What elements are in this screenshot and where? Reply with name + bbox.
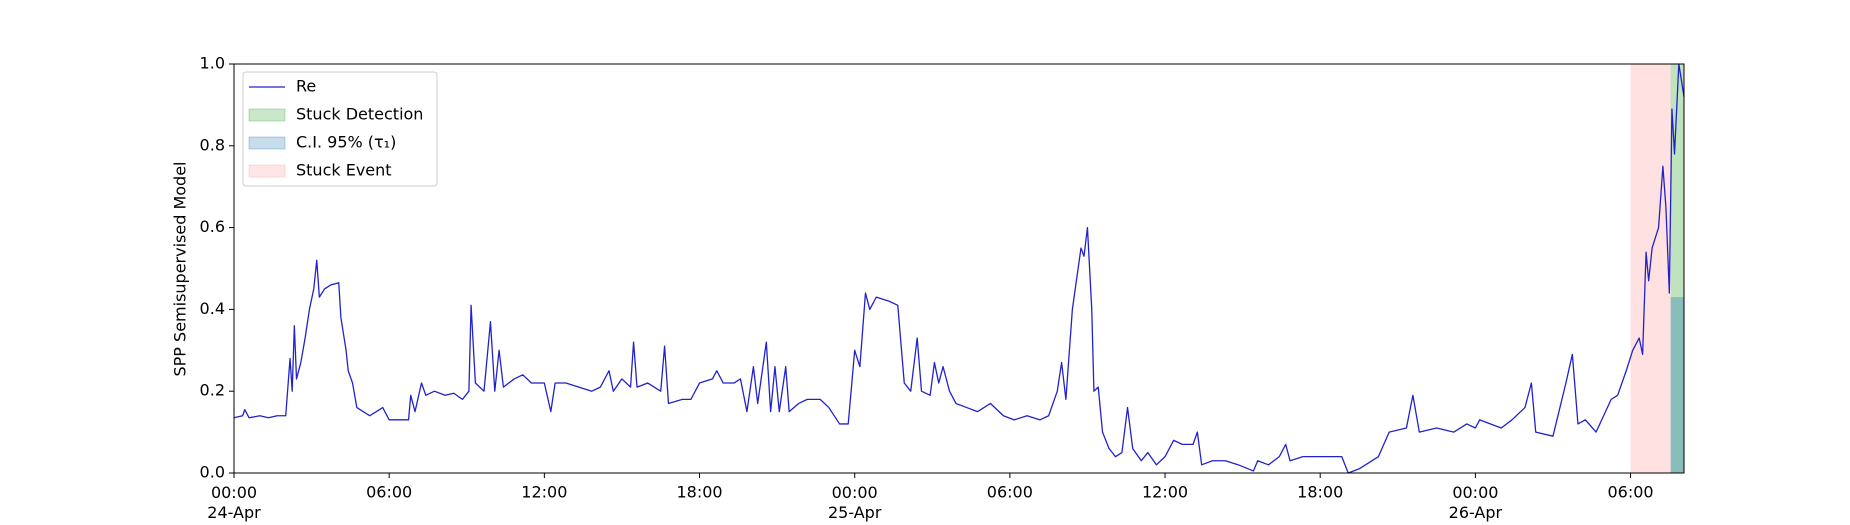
y-tick-label: 0.0	[200, 463, 225, 482]
y-tick-label: 0.6	[200, 217, 225, 236]
x-tick-label: 06:00	[987, 483, 1033, 502]
tick-label-line: 24-Apr	[207, 503, 261, 522]
legend-label: Re	[296, 77, 316, 96]
y-tick-label: 1.0	[200, 54, 225, 73]
legend-patch	[248, 108, 286, 122]
tick-label-line: 1900	[214, 523, 255, 525]
tick-label-line: 00:00	[1452, 483, 1498, 502]
data-line	[233, 63, 1685, 474]
band	[1670, 297, 1684, 473]
x-tick-label: 00:00 26-Apr	[1449, 483, 1503, 522]
x-tick-label: 06:00	[366, 483, 412, 502]
band	[1670, 64, 1684, 473]
legend-patch	[248, 136, 286, 150]
y-tick-label: 0.4	[200, 299, 225, 318]
legend-box	[242, 71, 438, 187]
tick-label-line: 25-Apr	[828, 503, 882, 522]
y-tick-label: 0.8	[200, 135, 225, 154]
x-tick-label: 12:00	[1142, 483, 1188, 502]
x-tick-label: 06:00	[1607, 483, 1653, 502]
axes-frame	[233, 63, 1685, 474]
y-axis-label: SPP Semisupervised Model	[171, 162, 190, 377]
legend: Re Stuck Detection C.I. 95% (τ₁) Stuck Even…	[242, 71, 438, 187]
tick-label-line: 00:00	[832, 483, 878, 502]
y-tick-label: 0.2	[200, 381, 225, 400]
tick-label-line: 00:00	[211, 483, 257, 502]
x-tick-label: 12:00	[521, 483, 567, 502]
legend-label: C.I. 95% (τ₁)	[296, 133, 396, 152]
tick-label-line: 26-Apr	[1449, 503, 1503, 522]
legend-label: Stuck Event	[296, 161, 392, 180]
legend-patch	[248, 164, 286, 178]
legend-label: Stuck Detection	[296, 105, 423, 124]
x-tick-label: 18:00	[676, 483, 722, 502]
x-tick-label: 18:00	[1297, 483, 1343, 502]
x-tick-label: 00:00 25-Apr	[828, 483, 882, 522]
